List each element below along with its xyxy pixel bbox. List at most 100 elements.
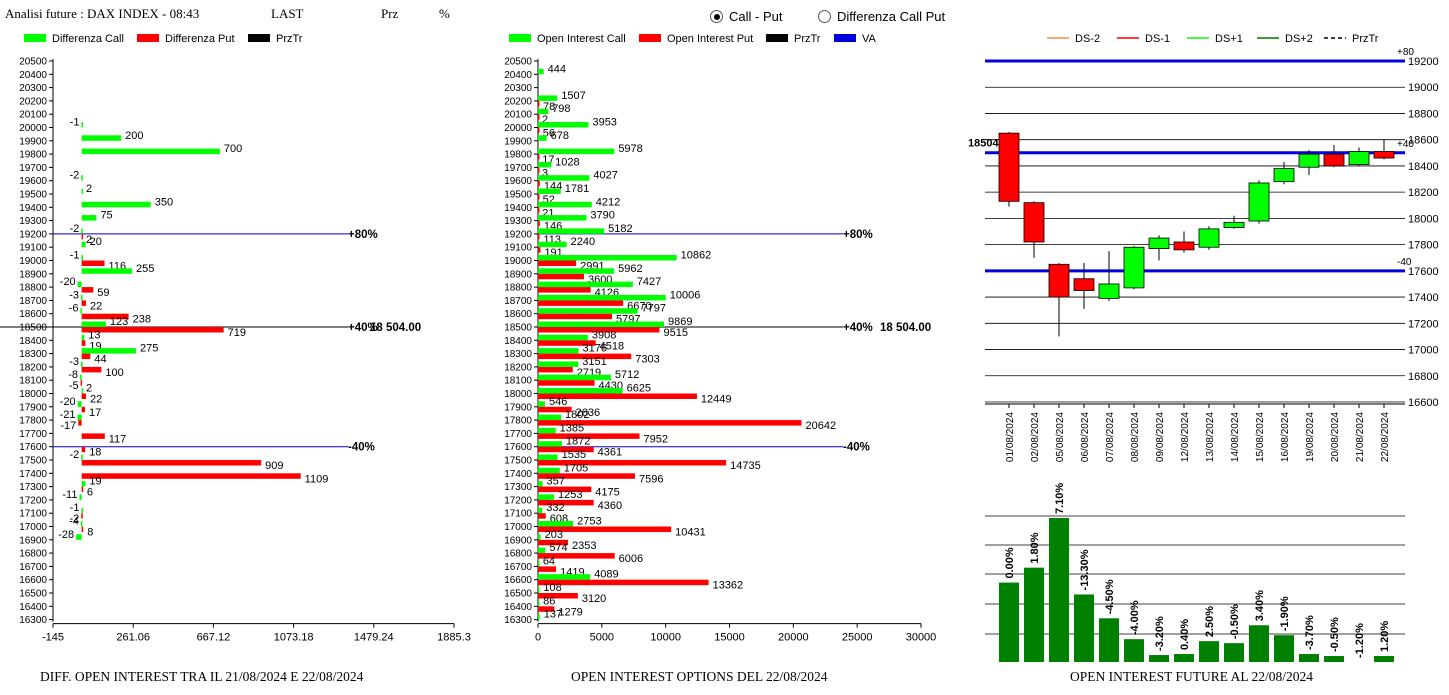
put-bar [538,460,727,466]
strike-label: 17200 [19,495,47,506]
y-tick-label: 18000 [1408,213,1439,225]
call-bar [538,481,543,487]
radio-call-put[interactable]: Call - Put [710,9,782,24]
put-bar [538,154,540,160]
level-label: +40 [1397,139,1414,150]
date-label: 06/08/2024 [1080,412,1091,462]
bar-value-label: -13.30% [1079,549,1091,590]
x-tick-label: 667.12 [197,632,231,644]
strike-label: 19000 [504,256,532,267]
call-value-label: -2 [69,170,79,182]
call-value-label: 20 [90,236,102,248]
call-value-label: -2 [69,223,79,235]
y-tick-label: 17800 [1408,240,1439,252]
strike-label: 17200 [504,495,532,506]
put-bar [538,393,697,399]
call-value-label: 1535 [562,449,586,461]
legend-swatch [834,34,856,42]
call-bar [81,188,84,194]
strike-label: 17300 [504,482,532,493]
date-label: 08/08/2024 [1130,412,1141,462]
date-label: 02/08/2024 [1030,412,1041,462]
strike-label: 19200 [504,229,532,240]
legend-swatch [24,34,46,42]
legend-swatch [248,34,270,42]
call-value-label: 5978 [618,143,642,155]
call-value-label: 2 [86,183,92,195]
put-value-label: 13362 [713,580,744,592]
date-label: 05/08/2024 [1055,412,1066,462]
put-bar [538,593,578,599]
strike-label: 18800 [504,283,532,294]
x-tick-label: 25000 [842,632,873,644]
radio-differenza[interactable]: Differenza Call Put [818,9,945,24]
call-value-label: -21 [60,409,76,421]
call-bar [538,587,540,593]
put-bar [538,473,635,479]
legend-label: Open Interest Put [667,33,753,45]
call-bar [80,308,82,314]
call-bar [538,95,558,101]
put-value-label: 4518 [600,340,624,352]
bar [1299,654,1319,662]
call-bar [81,268,133,274]
call-bar [538,414,562,421]
call-value-label: 86 [543,595,555,607]
strike-label: 20200 [504,96,532,107]
bar-value-label: -0.50% [1229,604,1241,639]
strike-label: 20400 [504,70,532,81]
call-bar [81,294,83,301]
put-value-label: 3120 [582,593,606,605]
put-bar [80,380,83,386]
bar [1074,594,1094,662]
call-value-label: 1028 [555,156,579,168]
call-bar [538,321,664,327]
call-value-label: 3151 [582,356,606,368]
candle-body [1123,246,1145,289]
radio-circle-icon[interactable] [818,10,831,23]
footer-middle: OPEN INTEREST OPTIONS DEL 22/08/2024 [571,669,828,684]
strike-label: 17800 [19,416,47,427]
bar-value-label: -3.70% [1304,615,1316,650]
strike-label: 18700 [504,296,532,307]
y-tick-label: 19000 [1408,82,1439,94]
strike-label: 16600 [504,575,532,586]
strike-label: 17700 [504,429,532,440]
bar [1324,656,1344,662]
call-bar [80,521,83,527]
legend-label: PrzTr [276,33,303,45]
bar-value-label: -3.20% [1154,616,1166,651]
strike-label: 17300 [19,482,47,493]
put-value-label: 17 [89,407,101,419]
call-bar [81,334,85,341]
put-bar [538,300,624,306]
price-label: 18 504.00 [880,322,931,334]
candle-body [1373,151,1395,159]
radio-circle-icon[interactable] [710,10,723,23]
put-bar [81,233,84,240]
bar-value-label: 3.40% [1254,590,1266,621]
put-value-label: 8 [87,527,93,539]
strike-label: 18100 [19,376,47,387]
call-value-label: 5712 [615,369,639,381]
call-value-label: -1 [70,502,80,514]
put-value-label: 44 [94,354,106,366]
level-label: -40 [1397,257,1412,268]
candle-body [1023,202,1045,243]
legend-label: DS+2 [1285,33,1313,45]
y-tick-label: 16800 [1408,371,1439,383]
strike-label: 19900 [504,136,532,147]
call-value-label: 255 [136,263,154,275]
strike-label: 16800 [19,549,47,560]
put-value-label: 9515 [663,327,687,339]
x-tick-label: 261.06 [116,632,150,644]
call-value-label: -20 [60,396,76,408]
call-bar [538,494,554,500]
bar [1024,567,1044,662]
strike-label: 17000 [504,522,532,533]
legend-label: VA [862,33,877,45]
call-value-label: 108 [543,582,561,594]
call-bar [81,135,122,141]
strike-label: 20500 [504,57,532,68]
strike-label: 16900 [504,535,532,546]
